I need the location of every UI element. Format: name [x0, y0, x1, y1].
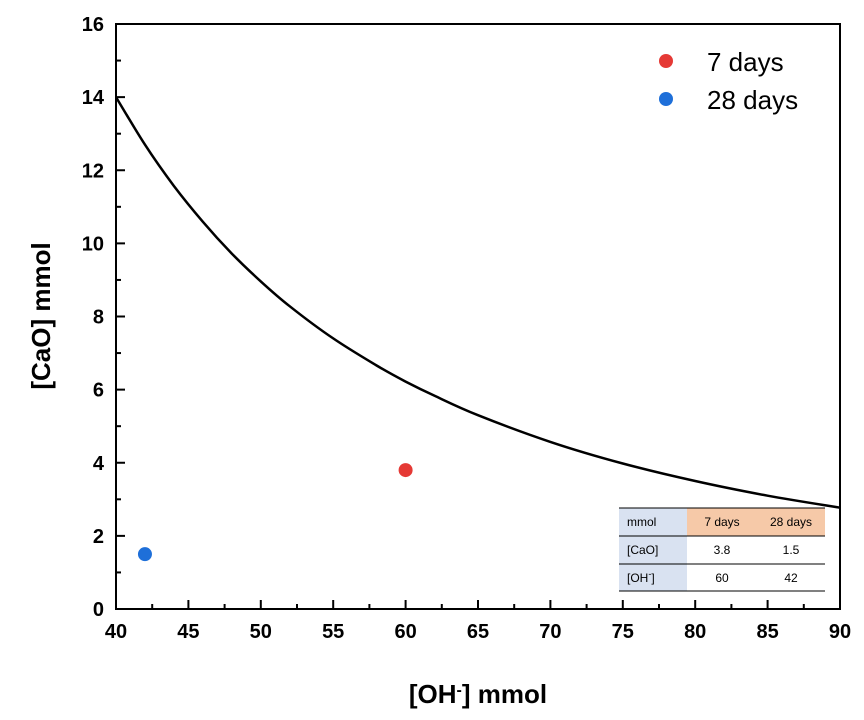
- y-axis-title: [CaO] mmol: [26, 242, 56, 389]
- table-header-corner: mmol: [627, 515, 656, 529]
- data-point-7-days: [398, 463, 413, 478]
- table-row-label-oh: [OH-]: [627, 569, 655, 585]
- x-tick-label: 45: [177, 621, 199, 643]
- x-tick-label: 60: [394, 621, 416, 643]
- table-col-header-bg: [687, 508, 825, 536]
- y-tick-label: 12: [82, 160, 104, 182]
- legend: 7 days 28 days: [659, 47, 798, 115]
- data-points: [137, 463, 413, 562]
- legend-marker-28-days: [659, 92, 673, 106]
- x-tick-label: 80: [684, 621, 706, 643]
- table-row-label-bg: [619, 508, 687, 591]
- x-tick-label: 85: [756, 621, 778, 643]
- table-cell-cao-28-days: 1.5: [783, 543, 800, 557]
- y-tick-label: 16: [82, 14, 104, 36]
- legend-label-28-days: 28 days: [707, 85, 798, 115]
- y-tick-label: 10: [82, 233, 104, 255]
- x-tick-label: 65: [467, 621, 489, 643]
- x-tick-label: 40: [105, 621, 127, 643]
- x-tick-label: 55: [322, 621, 344, 643]
- x-axis: 40 45 50 55 60 65 70 75 80 85 90: [105, 600, 851, 643]
- table-row-label-cao: [CaO]: [627, 543, 658, 557]
- y-tick-label: 2: [93, 526, 104, 548]
- table-cell-oh-28-days: 42: [784, 571, 798, 585]
- x-tick-label: 90: [829, 621, 851, 643]
- y-tick-label: 14: [82, 87, 105, 109]
- y-tick-label: 4: [93, 453, 105, 475]
- y-tick-label: 6: [93, 380, 104, 402]
- data-point-28-days: [137, 547, 152, 562]
- legend-marker-7-days: [659, 54, 673, 68]
- x-tick-label: 70: [539, 621, 561, 643]
- boundary-curve: [114, 96, 841, 509]
- table-cell-cao-7-days: 3.8: [714, 543, 731, 557]
- table-cell-oh-7-days: 60: [715, 571, 729, 585]
- legend-label-7-days: 7 days: [707, 47, 784, 77]
- table-header-28-days: 28 days: [770, 515, 812, 529]
- y-tick-label: 0: [93, 599, 104, 621]
- inset-table: mmol 7 days 28 days [CaO] 3.8 1.5 [OH-] …: [619, 507, 825, 592]
- x-tick-label: 50: [250, 621, 272, 643]
- y-tick-label: 8: [93, 307, 104, 329]
- x-tick-label: 75: [612, 621, 634, 643]
- y-axis: 0 2 4 6 8 10 12 14 16: [82, 14, 125, 621]
- x-axis-title: [OH-] mmol: [409, 679, 547, 709]
- table-header-7-days: 7 days: [704, 515, 739, 529]
